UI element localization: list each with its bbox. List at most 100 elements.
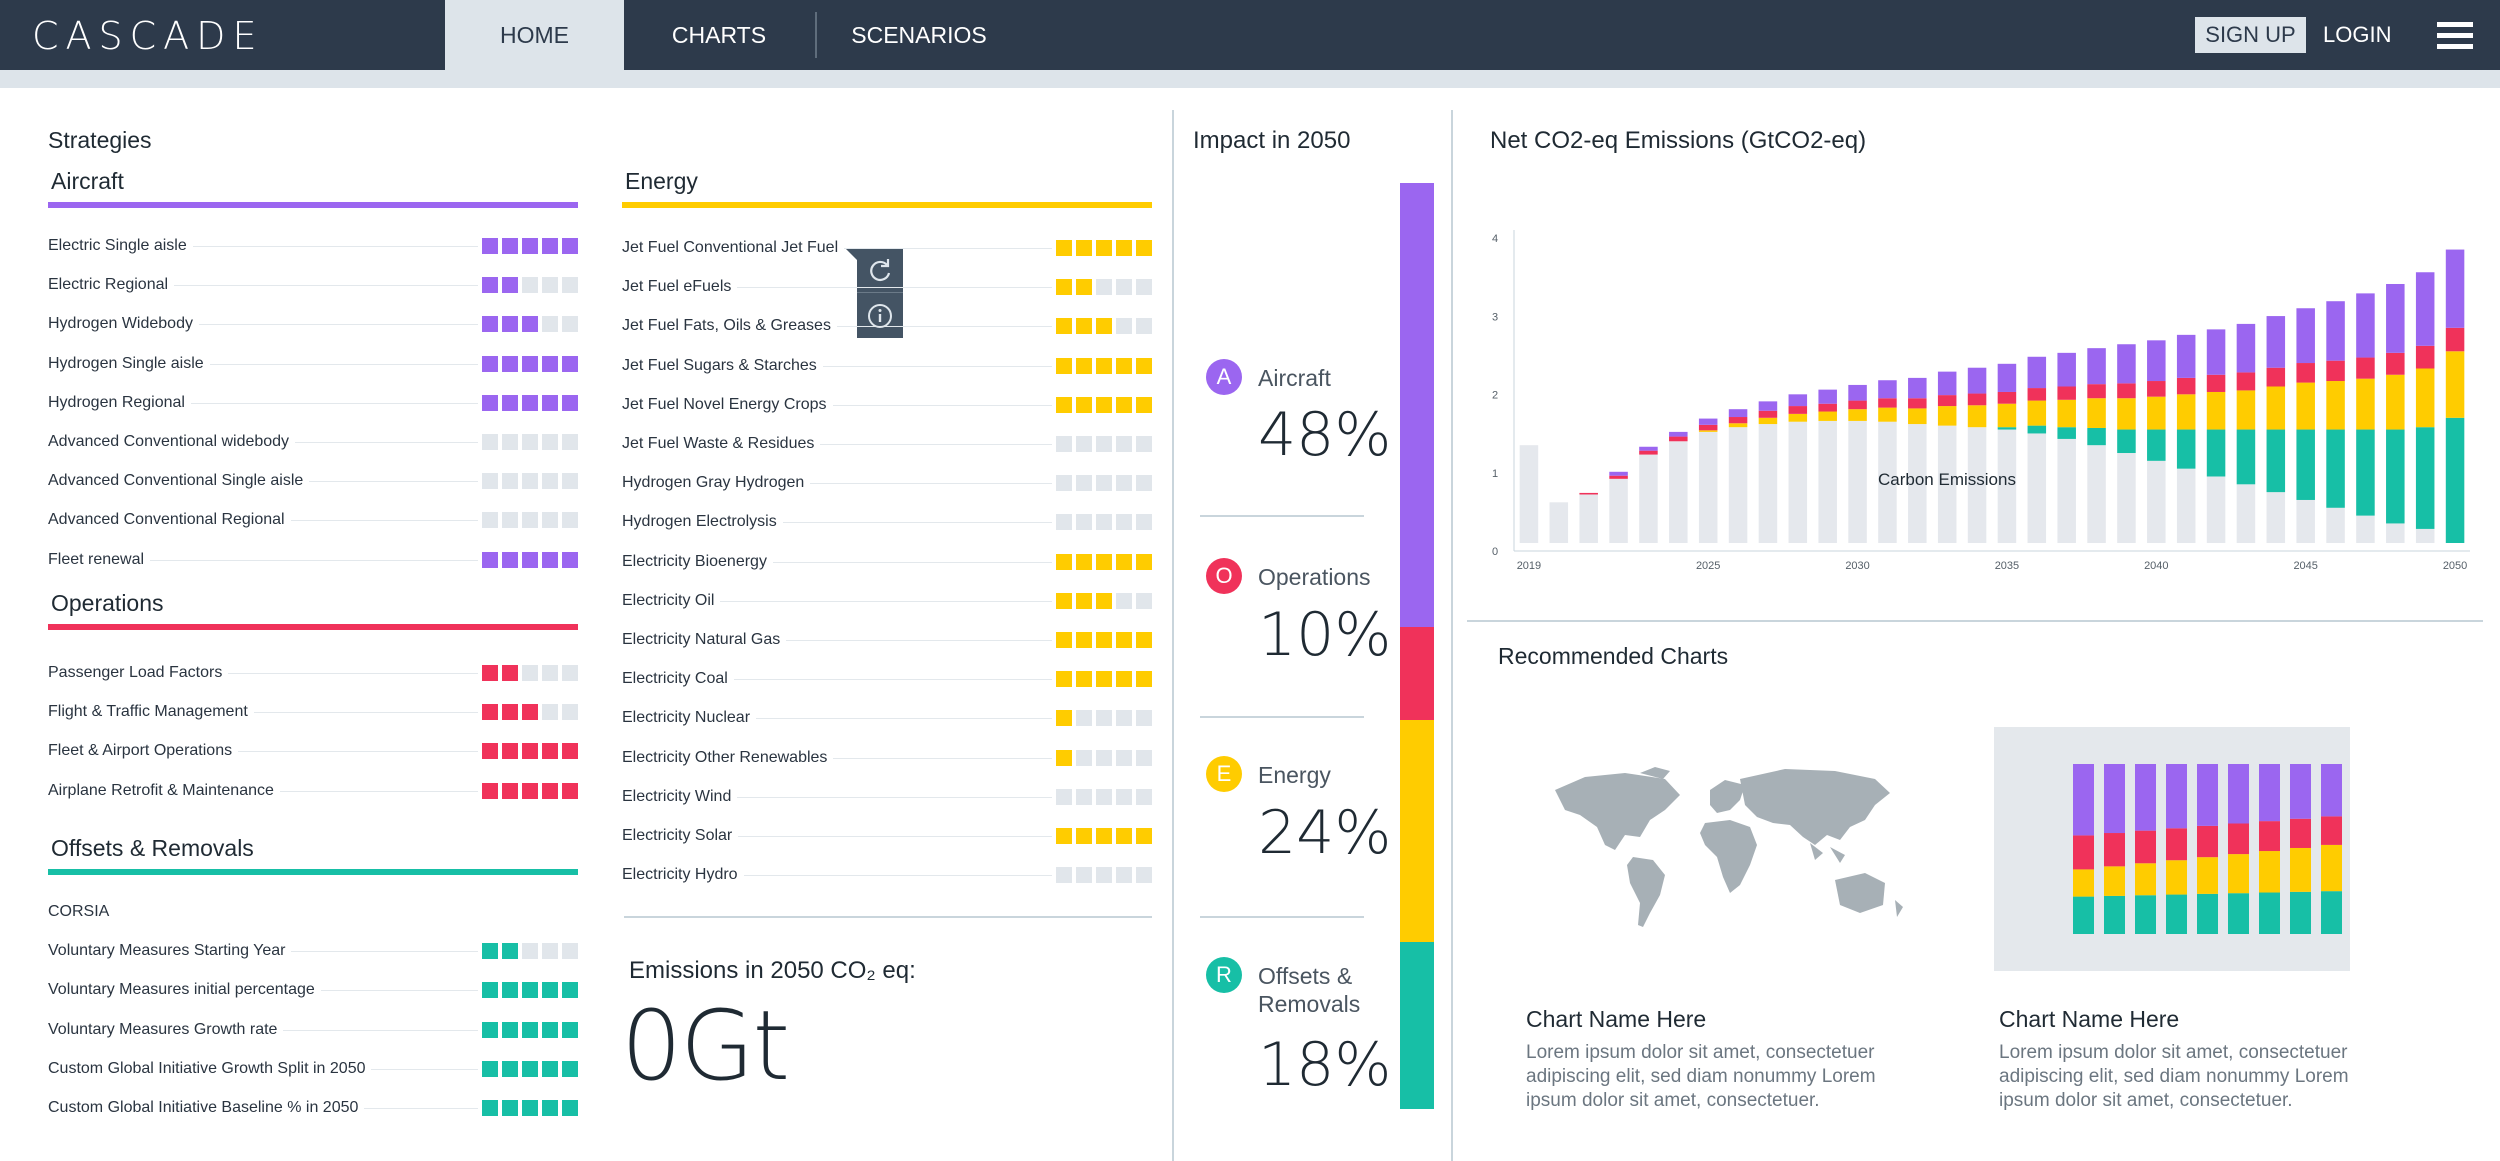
level-square[interactable] (522, 316, 538, 332)
level-square[interactable] (1116, 828, 1132, 844)
bar-segment[interactable] (1788, 406, 1808, 414)
level-square[interactable] (562, 277, 578, 293)
bar-segment[interactable] (1728, 427, 1748, 543)
tab-scenarios[interactable]: SCENARIOS (851, 22, 987, 48)
bar-segment[interactable] (1997, 363, 2017, 392)
level-square[interactable] (1136, 318, 1152, 334)
refresh-icon[interactable] (857, 248, 903, 293)
bar-segment[interactable] (2236, 429, 2256, 485)
level-square[interactable] (1116, 397, 1132, 413)
level-selector[interactable] (478, 395, 578, 411)
bar-segment[interactable] (1878, 421, 1897, 543)
bar-segment[interactable] (2117, 429, 2136, 454)
level-selector[interactable] (478, 943, 578, 959)
bar-segment[interactable] (2445, 327, 2465, 352)
level-square[interactable] (502, 238, 518, 254)
level-square[interactable] (1076, 397, 1092, 413)
bar-segment[interactable] (2266, 367, 2286, 387)
level-square[interactable] (482, 356, 498, 372)
bar-segment[interactable] (2027, 388, 2047, 401)
bar-segment[interactable] (2296, 382, 2315, 430)
bar-segment[interactable] (2057, 386, 2076, 400)
level-square[interactable] (1056, 554, 1072, 570)
level-square[interactable] (482, 1100, 498, 1116)
bar-segment[interactable] (2356, 429, 2375, 516)
strategy-row[interactable]: Hydrogen Gray Hydrogen (622, 471, 1152, 495)
level-selector[interactable] (478, 982, 578, 998)
bar-segment[interactable] (2296, 429, 2315, 500)
level-square[interactable] (562, 552, 578, 568)
level-square[interactable] (522, 552, 538, 568)
level-square[interactable] (522, 783, 538, 799)
level-square[interactable] (1076, 789, 1092, 805)
strategy-row[interactable]: Custom Global Initiative Baseline % in 2… (48, 1096, 578, 1120)
bar-segment[interactable] (1878, 407, 1897, 422)
bar-segment[interactable] (2176, 429, 2196, 469)
level-square[interactable] (1116, 240, 1132, 256)
bar-segment[interactable] (2057, 427, 2076, 439)
level-square[interactable] (502, 512, 518, 528)
bar-segment[interactable] (2206, 374, 2226, 392)
level-square[interactable] (562, 356, 578, 372)
level-selector[interactable] (478, 704, 578, 720)
strategy-row[interactable]: Jet Fuel Conventional Jet Fuel (622, 236, 1152, 260)
level-square[interactable] (1136, 514, 1152, 530)
level-square[interactable] (542, 783, 558, 799)
level-square[interactable] (482, 512, 498, 528)
strategy-row[interactable]: Electricity Bioenergy (622, 550, 1152, 574)
strategy-row[interactable]: Advanced Conventional Regional (48, 508, 578, 532)
bar-segment[interactable] (1908, 408, 1927, 425)
bar-segment[interactable] (2356, 357, 2375, 379)
level-square[interactable] (482, 783, 498, 799)
strategy-row[interactable]: Electricity Solar (622, 824, 1152, 848)
level-square[interactable] (1056, 593, 1072, 609)
bar-segment[interactable] (1997, 403, 2017, 428)
bar-segment[interactable] (2386, 352, 2405, 375)
strategy-row[interactable]: Voluntary Measures Growth rate (48, 1018, 578, 1042)
bar-segment[interactable] (2027, 400, 2047, 426)
app-logo[interactable]: CASCADE (32, 14, 264, 58)
level-square[interactable] (522, 943, 538, 959)
level-square[interactable] (1116, 279, 1132, 295)
bar-segment[interactable] (1937, 406, 1957, 426)
bar-segment[interactable] (1937, 395, 1957, 407)
level-square[interactable] (1116, 475, 1132, 491)
level-selector[interactable] (1052, 397, 1152, 413)
bar-segment[interactable] (2326, 301, 2345, 361)
level-square[interactable] (522, 473, 538, 489)
bar-segment[interactable] (1818, 411, 1837, 421)
bar-segment[interactable] (2057, 352, 2076, 387)
level-square[interactable] (562, 238, 578, 254)
level-square[interactable] (1096, 240, 1112, 256)
world-map-icon[interactable] (1545, 765, 1915, 940)
login-button[interactable]: LOGIN (2323, 22, 2392, 47)
level-square[interactable] (1136, 436, 1152, 452)
level-square[interactable] (1096, 279, 1112, 295)
level-square[interactable] (502, 316, 518, 332)
level-square[interactable] (562, 982, 578, 998)
level-selector[interactable] (478, 434, 578, 450)
bar-segment[interactable] (1997, 429, 2017, 543)
level-selector[interactable] (478, 743, 578, 759)
level-square[interactable] (1076, 475, 1092, 491)
strategy-row[interactable]: Electricity Nuclear (622, 706, 1152, 730)
level-square[interactable] (522, 982, 538, 998)
level-square[interactable] (522, 395, 538, 411)
level-selector[interactable] (1052, 318, 1152, 334)
bar-segment[interactable] (1669, 431, 1688, 437)
level-square[interactable] (542, 552, 558, 568)
level-square[interactable] (1076, 828, 1092, 844)
bar-segment[interactable] (1818, 420, 1837, 543)
bar-segment[interactable] (1758, 417, 1778, 425)
bar-segment[interactable] (1698, 418, 1718, 425)
bar-segment[interactable] (2445, 249, 2465, 328)
level-square[interactable] (502, 943, 518, 959)
level-square[interactable] (482, 434, 498, 450)
bar-segment[interactable] (1758, 401, 1778, 411)
level-square[interactable] (1056, 828, 1072, 844)
bar-segment[interactable] (2206, 476, 2226, 543)
level-square[interactable] (1076, 671, 1092, 687)
bar-segment[interactable] (2206, 429, 2226, 477)
level-square[interactable] (1136, 475, 1152, 491)
bar-segment[interactable] (1967, 427, 1987, 543)
